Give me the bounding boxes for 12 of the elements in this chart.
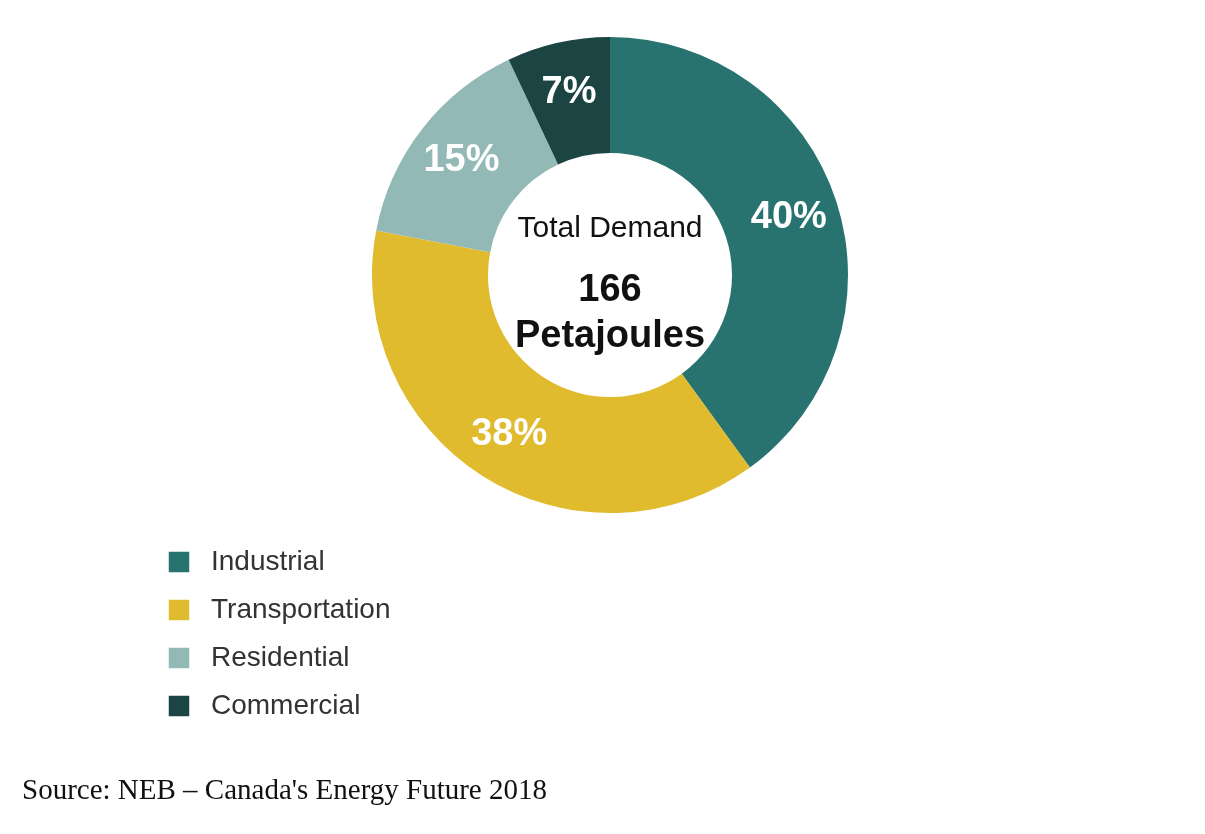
data-label: 7% — [541, 68, 597, 111]
data-label: 40% — [750, 193, 827, 236]
text: 166 Petajoules — [514, 267, 706, 355]
donut-slice — [508, 37, 610, 165]
legend-label: Transportation — [211, 593, 391, 624]
legend-label: Residential — [211, 641, 350, 672]
source-note: Source: NEB – Canada's Energy Future 2018 — [22, 773, 547, 805]
text: Total Demand — [517, 210, 703, 243]
legend-label: Industrial — [211, 545, 325, 576]
data-label: 38% — [471, 410, 548, 453]
legend-label: Commercial — [211, 689, 361, 720]
data-label: 15% — [423, 136, 500, 179]
